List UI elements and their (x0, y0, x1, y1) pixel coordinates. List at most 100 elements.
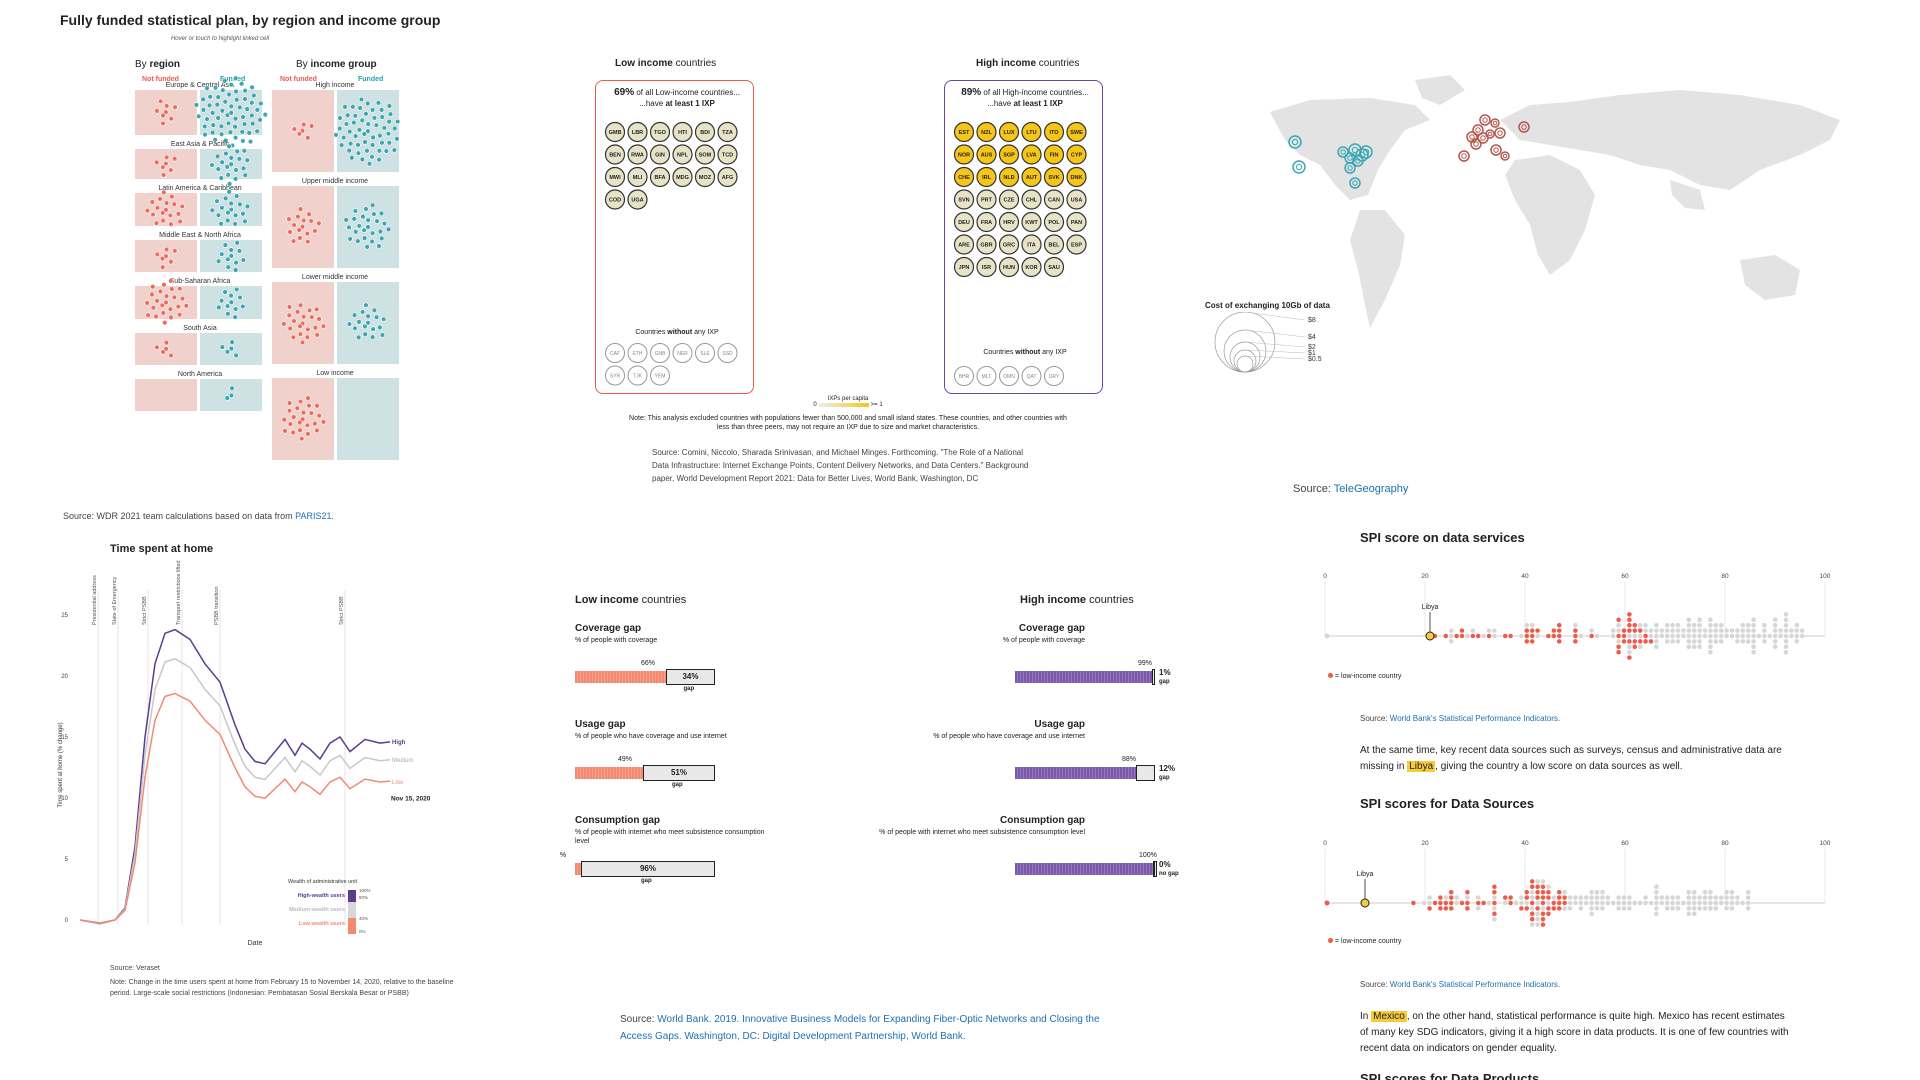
funded-country-dot (377, 132, 383, 139)
country-dot (1783, 638, 1789, 645)
world-bank-2019-link[interactable]: World Bank. 2019. Innovative Business Mo… (620, 1014, 1100, 1042)
not-funded-country-dot (157, 98, 164, 105)
low-income-country-dot (1626, 622, 1633, 628)
high-ixp-country-code: SVN (958, 198, 969, 204)
low-income-country-dot (1534, 884, 1541, 890)
funded-country-dot (229, 385, 235, 391)
not-funded-country-dot (286, 407, 293, 414)
funded-country-dot (234, 97, 240, 103)
low-gap-word: gap (672, 782, 683, 788)
funded-country-dot (251, 92, 257, 99)
libya-highlight: Libya (1407, 761, 1436, 772)
country-dot (1723, 905, 1730, 912)
funded-country-dot (237, 104, 243, 111)
not-funded-country-dot (163, 160, 169, 167)
wealth-legend-swatch (348, 902, 356, 918)
low-ixp-country-code: NPL (677, 153, 689, 159)
low-income-country-dot (1529, 911, 1535, 917)
country-dot (1788, 627, 1795, 634)
country-dot (1610, 900, 1616, 906)
high-ixp-country-circle (953, 211, 975, 233)
country-dot (1745, 889, 1751, 895)
low-ixp-country-code: MOZ (699, 175, 712, 181)
low-income-country-dot (1524, 638, 1530, 645)
not-funded-country-dot (312, 228, 318, 234)
low-income-country-dot (1648, 638, 1654, 645)
paris21-link[interactable]: PARIS21 (295, 511, 332, 521)
high-value-label: 99% (1138, 660, 1153, 667)
funded-country-dot (378, 210, 385, 217)
high-ixp-country-code: NLD (1003, 175, 1014, 181)
not-funded-country-dot (157, 196, 163, 202)
low-ixp-country-code: TCD (722, 153, 733, 159)
low-income-country-dot (1534, 627, 1541, 634)
low-income-country-dot (1443, 633, 1449, 639)
low-income-country-dot (1507, 900, 1514, 906)
not-funded-country-dot (305, 238, 311, 245)
spi-link-2[interactable]: World Bank's Statistical Performance Ind… (1389, 980, 1558, 989)
ixp-low-title-rest: countries (672, 58, 717, 69)
high-filled-bar (1015, 863, 1153, 875)
funded-country-dot (206, 102, 213, 109)
country-dot (1626, 905, 1633, 912)
low-income-country-dot (1475, 633, 1481, 639)
country-dot (1702, 905, 1708, 912)
country-dot (1723, 627, 1730, 634)
low-income-country-dot (1464, 905, 1471, 912)
low-income-country-dot (1540, 884, 1546, 890)
funded-country-dot (214, 198, 220, 204)
country-dot (1750, 627, 1757, 634)
funded-country-dot (227, 129, 234, 135)
gap-sub-left: % of people with coverage (575, 637, 658, 644)
low-filled-bar (575, 863, 581, 875)
country-dot (1675, 894, 1681, 901)
country-dot (1572, 900, 1579, 906)
high-ixp-country-circle (953, 166, 975, 188)
land-mass (1415, 75, 1465, 105)
country-dot (1578, 633, 1584, 639)
funded-country-dot (215, 94, 221, 100)
funded-country-dot (385, 226, 392, 233)
eu-ixp-cost-marker (1490, 118, 1500, 128)
low-gap-box: 51% (643, 765, 715, 781)
telegeography-link[interactable]: TeleGeography (1333, 483, 1409, 495)
country-dot (1794, 638, 1800, 645)
region-label: North America (178, 371, 222, 378)
not-funded-country-dot (153, 313, 159, 320)
not-funded-country-dot (320, 419, 327, 425)
spi-link-1[interactable]: World Bank's Statistical Performance Ind… (1389, 714, 1558, 723)
high-gap-word: gap (1159, 775, 1170, 781)
low-ixp-country-circle (694, 166, 716, 188)
funded-country-dot (351, 216, 357, 222)
funded-country-dot (240, 165, 247, 172)
low-income-country-dot (1615, 617, 1622, 623)
high-gap-word: gap (1159, 679, 1170, 685)
cost-legend-circle (1223, 329, 1267, 373)
country-dot (1659, 900, 1665, 906)
country-dot (1783, 649, 1789, 655)
country-dot (1740, 627, 1746, 634)
country-dot (1664, 900, 1670, 906)
funded-country-dot (220, 87, 226, 93)
low-no-ixp-country-circle (650, 343, 670, 363)
wealth-legend-tick: 80% (359, 895, 368, 900)
funded-country-dot (222, 289, 228, 295)
ixp-low-box (595, 80, 754, 394)
low-income-country-dot (1437, 900, 1444, 906)
time-note: Note: Change in the time users spent at … (110, 979, 454, 997)
gap-high-title: High income countries (1020, 594, 1134, 606)
low-ixp-country-code: LBR (632, 130, 643, 136)
country-dot (1588, 911, 1595, 917)
ixp-high-line1: of all High-income countries... (981, 88, 1089, 97)
country-dot (1669, 627, 1676, 634)
mexico-highlight: Mexico (1371, 1011, 1407, 1022)
high-ixp-country-circle (998, 144, 1020, 165)
not-funded-country-dot (161, 282, 167, 288)
not-funded-country-dot (301, 121, 307, 128)
country-dot (1513, 900, 1519, 906)
funded-country-dot (224, 164, 230, 170)
not-funded-country-dot (172, 104, 178, 110)
gap-row: Usage gap % of people who have coverage … (560, 719, 1200, 809)
low-income-country-dot (1524, 627, 1530, 634)
not-funded-country-dot (169, 193, 175, 200)
